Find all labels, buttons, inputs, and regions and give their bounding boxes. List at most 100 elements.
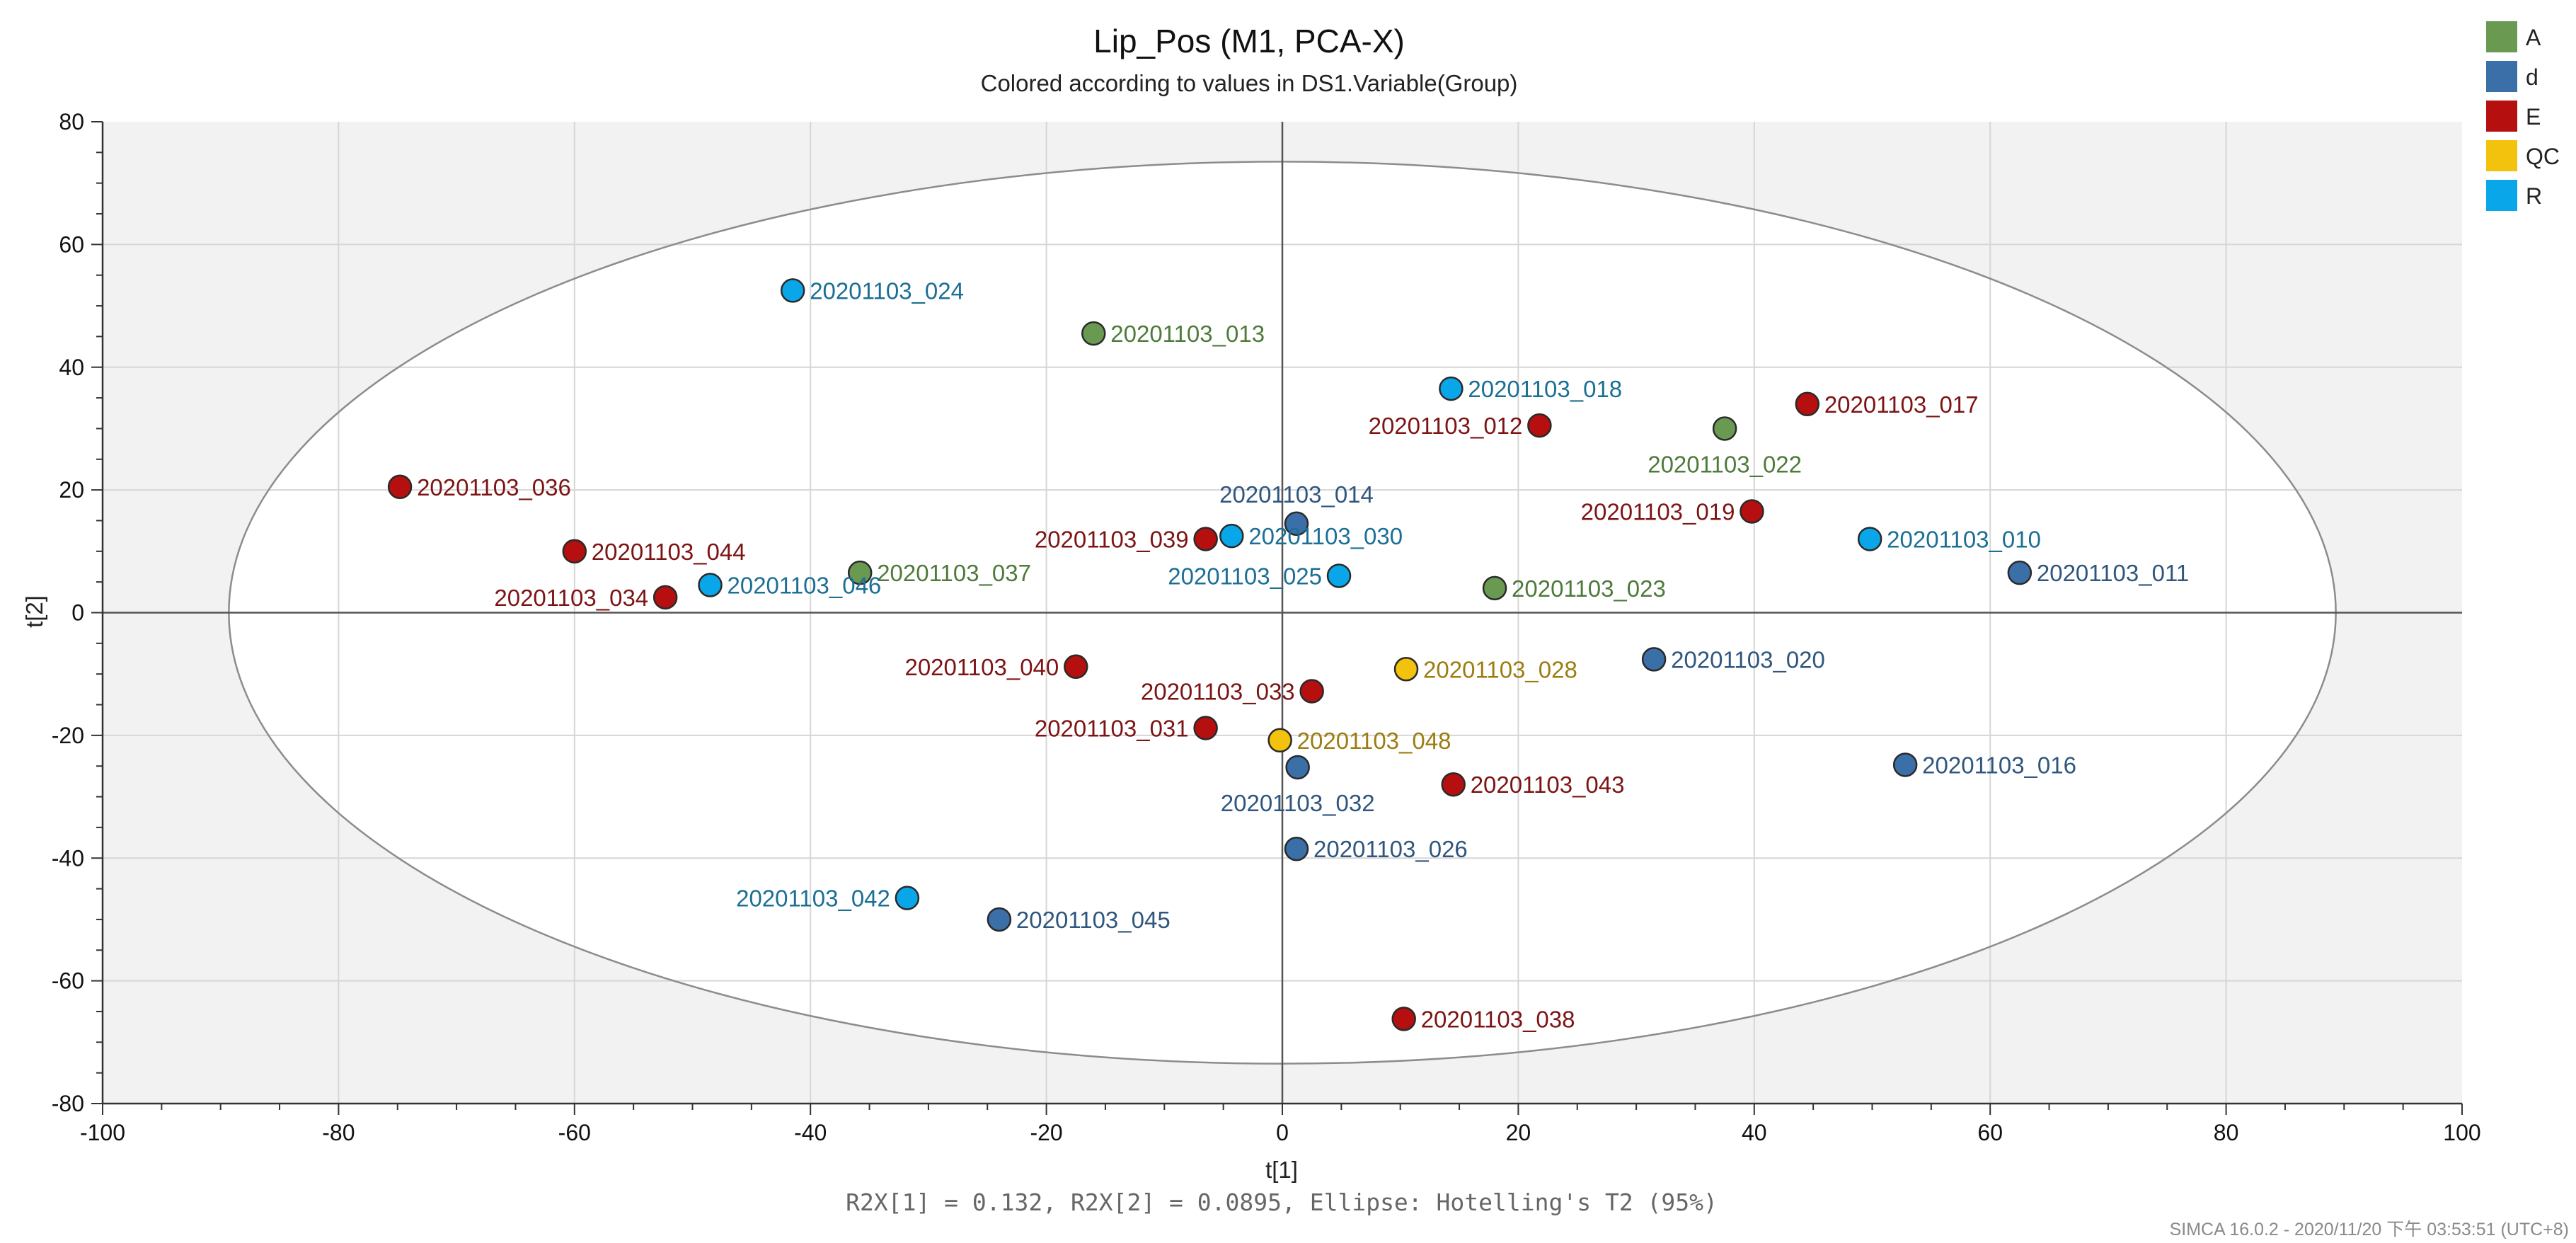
- data-point: [698, 573, 723, 597]
- zero-lines: [103, 122, 2462, 1104]
- point-label: 20201103_040: [904, 654, 1059, 680]
- x-tick-label: 20: [1506, 1120, 1531, 1145]
- legend-swatch: [2486, 21, 2517, 52]
- data-point: [1712, 416, 1737, 441]
- point-label: 20201103_010: [1887, 526, 2041, 552]
- y-tick-label: 40: [59, 355, 84, 380]
- data-point: [1081, 321, 1106, 346]
- point-label: 20201103_019: [1581, 498, 1735, 525]
- point-label: 20201103_039: [1035, 526, 1189, 552]
- x-tick-label: 0: [1276, 1120, 1289, 1145]
- point-label: 20201103_033: [1141, 678, 1295, 704]
- point-label: 20201103_046: [728, 572, 882, 598]
- point-label: 20201103_022: [1648, 451, 1802, 477]
- data-point: [1393, 657, 1419, 682]
- data-point: [1326, 563, 1352, 588]
- x-tick-label: -100: [80, 1120, 125, 1145]
- x-tick-label: -60: [558, 1120, 591, 1145]
- data-point: [1740, 499, 1764, 524]
- y-tick-label: -40: [52, 845, 84, 871]
- y-tick-label: 80: [59, 109, 84, 134]
- point-label: 20201103_012: [1369, 413, 1523, 439]
- point-label: 20201103_017: [1824, 391, 1979, 418]
- axes: [91, 121, 2463, 1115]
- point-label: 20201103_045: [1016, 907, 1171, 933]
- data-point: [1482, 575, 1507, 601]
- point-label: 20201103_023: [1512, 575, 1666, 602]
- x-tick-label: 80: [2214, 1120, 2239, 1145]
- data-point: [1285, 755, 1310, 780]
- data-point: [1857, 527, 1882, 551]
- data-point: [1527, 413, 1552, 438]
- data-point: [1641, 647, 1667, 672]
- x-tick-label: 40: [1742, 1120, 1767, 1145]
- point-label: 20201103_032: [1221, 790, 1375, 816]
- point-label: 20201103_043: [1471, 772, 1625, 798]
- point-label: 20201103_018: [1468, 376, 1622, 402]
- tick-labels: -100 -80 -60 -40 -20 0 20 40 60 80 100 -80 -60 -40 -20…: [52, 109, 2481, 1145]
- legend-label: A: [2526, 25, 2541, 50]
- data-point: [1193, 716, 1218, 740]
- point-label: 20201103_036: [417, 474, 571, 500]
- point-labels: 20201103_024 20201103_013 20201103_018 2020…: [417, 277, 2189, 1032]
- point-label: 20201103_042: [736, 886, 890, 912]
- data-point: [387, 474, 413, 500]
- model-statistics-footer: R2X[1] = 0.132, R2X[2] = 0.0895, Ellipse…: [846, 1188, 1718, 1216]
- x-tick-label: 100: [2443, 1120, 2480, 1145]
- legend-swatch: [2486, 180, 2517, 211]
- data-point: [1892, 752, 1918, 777]
- y-tick-label: -20: [52, 723, 84, 748]
- data-point: [1064, 654, 1088, 680]
- data-point: [1795, 391, 1820, 417]
- x-tick-label: -80: [322, 1120, 355, 1145]
- legend-label: d: [2526, 64, 2538, 90]
- point-label: 20201103_031: [1035, 715, 1189, 741]
- software-timestamp: SIMCA 16.0.2 - 2020/11/20 下午 03:53:51 (U…: [2170, 1220, 2569, 1239]
- data-point: [847, 560, 873, 585]
- data-point: [1219, 523, 1244, 549]
- point-label: 20201103_037: [877, 560, 1031, 586]
- data-point: [2007, 560, 2032, 585]
- point-label: 20201103_024: [810, 277, 964, 304]
- x-axis-label: t[1]: [1265, 1157, 1298, 1183]
- legend-label: R: [2526, 183, 2542, 209]
- point-label: 20201103_044: [592, 539, 746, 565]
- legend-label: E: [2526, 104, 2541, 130]
- point-label: 20201103_016: [1922, 752, 2076, 778]
- point-label: 20201103_026: [1313, 836, 1468, 862]
- data-point: [1267, 728, 1292, 753]
- chart-subtitle: Colored according to values in DS1.Varia…: [981, 70, 1518, 96]
- x-tick-label: 60: [1977, 1120, 2003, 1145]
- data-point: [562, 539, 587, 564]
- data-point: [895, 886, 920, 910]
- data-point: [780, 278, 805, 303]
- y-tick-label: -80: [52, 1091, 84, 1116]
- data-point: [987, 907, 1012, 932]
- data-point: [1299, 679, 1324, 704]
- point-label: 20201103_028: [1423, 656, 1577, 682]
- point-label: 20201103_025: [1168, 563, 1322, 589]
- x-tick-label: -40: [794, 1120, 827, 1145]
- y-tick-label: -60: [52, 968, 84, 994]
- legend-label: QC: [2526, 144, 2560, 169]
- point-label: 20201103_013: [1110, 321, 1265, 347]
- point-label: 20201103_030: [1248, 523, 1403, 549]
- point-label: 20201103_014: [1219, 481, 1374, 508]
- y-tick-label: 0: [71, 600, 84, 626]
- point-label: 20201103_020: [1671, 646, 1825, 672]
- y-tick-label: 20: [59, 477, 84, 503]
- data-points: [387, 278, 2032, 1031]
- data-point: [1391, 1007, 1416, 1031]
- data-point: [1284, 511, 1309, 537]
- x-tick-label: -20: [1030, 1120, 1062, 1145]
- data-point: [1284, 836, 1309, 861]
- y-axis-label: t[2]: [21, 595, 47, 628]
- point-label: 20201103_048: [1297, 728, 1451, 754]
- legend-swatch: [2486, 101, 2517, 132]
- point-label: 20201103_011: [2037, 560, 2189, 586]
- y-tick-label: 60: [59, 231, 84, 257]
- data-point: [1441, 772, 1466, 797]
- legend: AdE QC R: [2486, 21, 2560, 211]
- legend-swatch: [2486, 140, 2517, 171]
